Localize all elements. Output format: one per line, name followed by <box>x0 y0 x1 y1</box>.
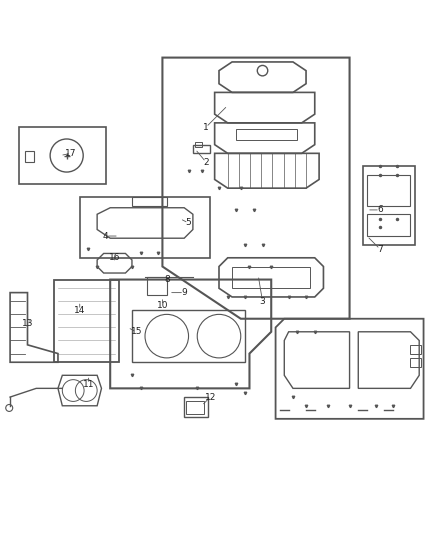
Text: 14: 14 <box>74 305 85 314</box>
Text: 2: 2 <box>203 158 209 166</box>
Bar <box>132 197 167 206</box>
Bar <box>184 397 208 417</box>
Text: 11: 11 <box>83 379 94 389</box>
Bar <box>25 151 34 162</box>
Text: 5: 5 <box>186 219 191 228</box>
Bar <box>232 266 311 288</box>
Bar <box>186 401 204 415</box>
Bar <box>410 358 421 367</box>
Text: 16: 16 <box>109 253 120 262</box>
Bar <box>195 142 201 147</box>
Text: 6: 6 <box>377 205 383 214</box>
Text: 1: 1 <box>203 123 209 132</box>
Text: 4: 4 <box>103 231 109 240</box>
Text: 10: 10 <box>157 301 168 310</box>
Bar <box>367 175 410 206</box>
Text: 12: 12 <box>205 393 216 401</box>
Bar <box>363 166 415 245</box>
Text: 8: 8 <box>164 275 170 284</box>
Bar <box>193 144 210 154</box>
Bar <box>147 277 167 295</box>
Bar <box>410 345 421 353</box>
Text: 17: 17 <box>65 149 77 158</box>
Bar <box>80 197 210 258</box>
Bar <box>237 130 297 140</box>
Text: 15: 15 <box>131 327 142 336</box>
Bar <box>19 127 106 184</box>
Text: 7: 7 <box>377 245 383 254</box>
Text: 13: 13 <box>22 319 33 328</box>
Bar <box>367 214 410 236</box>
Text: 3: 3 <box>260 297 265 306</box>
Text: 9: 9 <box>181 288 187 297</box>
